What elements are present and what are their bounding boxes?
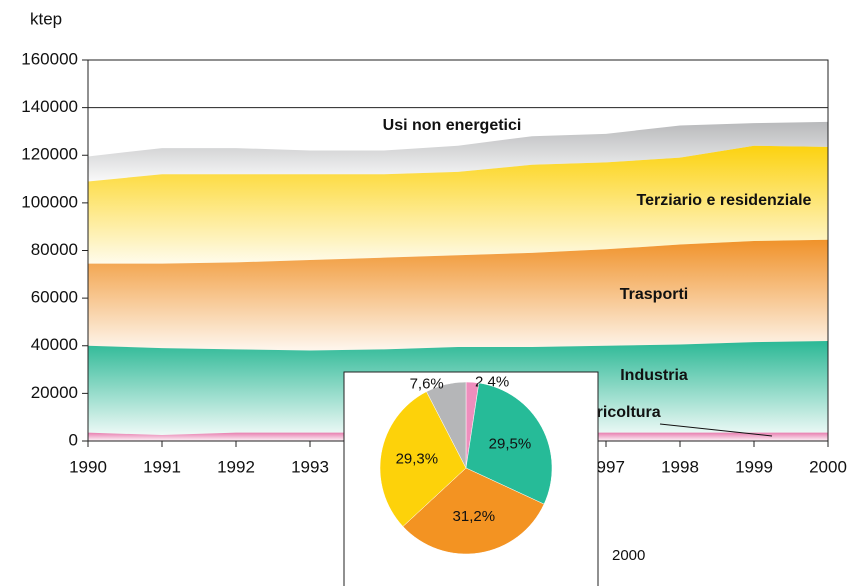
y-tick-label: 140000 <box>21 97 78 116</box>
series-label: Trasporti <box>620 286 688 303</box>
y-tick-label: 20000 <box>31 383 78 402</box>
pie-slice <box>379 391 467 527</box>
series-label: Industria <box>620 367 688 384</box>
x-tick-label: 2000 <box>809 457 847 476</box>
y-tick-label: 120000 <box>21 145 78 164</box>
x-tick-label: 1993 <box>291 457 329 476</box>
y-axis-label: ktep <box>30 9 62 28</box>
series-label: Terziario e residenziale <box>637 192 812 209</box>
area <box>88 121 828 182</box>
x-tick-label: 1991 <box>143 457 181 476</box>
area <box>88 239 828 351</box>
series-label: Usi non energetici <box>383 117 522 134</box>
pie-title: 2000 <box>612 547 645 564</box>
pie-label: 29,3% <box>396 450 439 467</box>
pie-slice <box>465 382 553 505</box>
y-tick-label: 100000 <box>21 192 78 211</box>
pie-label: 31,2% <box>453 508 496 525</box>
x-tick-label: 1998 <box>661 457 699 476</box>
x-tick-label: 1992 <box>217 457 255 476</box>
y-tick-label: 40000 <box>31 335 78 354</box>
y-tick-label: 80000 <box>31 240 78 259</box>
x-tick-label: 1999 <box>735 457 773 476</box>
y-tick-label: 0 <box>69 430 78 449</box>
pie-label: 29,5% <box>489 435 532 452</box>
pie-slice <box>402 467 545 555</box>
leader-line <box>659 423 773 437</box>
pie-slice <box>426 381 467 469</box>
y-tick-label: 60000 <box>31 288 78 307</box>
x-tick-label: 1990 <box>69 457 107 476</box>
area <box>88 145 828 264</box>
pie-label: 7,6% <box>410 376 444 393</box>
y-tick-label: 160000 <box>21 49 78 68</box>
